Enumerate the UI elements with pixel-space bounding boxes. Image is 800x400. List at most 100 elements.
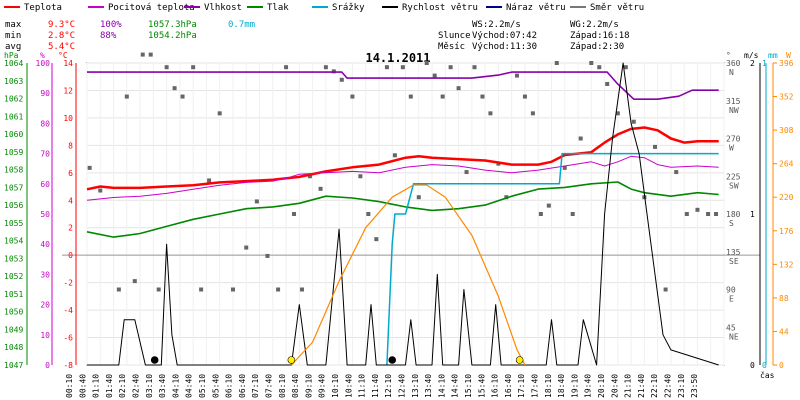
hpa-tick-label: 1054 [4,237,23,246]
wind-direction-point [156,287,161,292]
wind-direction-point [116,287,121,292]
time-tick-label: 23:10 [677,374,686,398]
hpa-tick-label: 1062 [4,95,23,104]
stats-max-temp: 9.3°C [48,20,75,30]
wind-direction-point [472,65,477,70]
time-tick-label: 00:10 [65,374,74,398]
temp-unit: °C [58,51,68,60]
dir-compass-label: SE [729,257,739,266]
wind-direction-point [392,153,397,158]
stats-max-hum: 100% [100,20,122,30]
sun-moon-block: WS:2.2m/s WG:2.2m/s Slunce Východ:07:42 … [438,20,630,52]
wind-direction-point [456,86,461,91]
wind-direction-point [307,174,312,179]
wind-direction-point [339,77,344,82]
time-tick-label: 10:40 [344,374,353,398]
time-tick-label: 09:10 [304,374,313,398]
temp-tick-label: 10 [63,114,73,123]
time-tick-label: 19:10 [570,374,579,398]
hpa-tick-label: 1052 [4,272,23,281]
w-unit: W [786,51,791,60]
time-tick-label: 13:40 [424,374,433,398]
time-tick-label: 08:10 [278,374,287,398]
hum-tick-label: 80 [40,119,50,128]
wind-direction-point [674,170,679,175]
hum-tick-label: 0 [45,361,50,370]
time-tick-label: 06:10 [225,374,234,398]
dir-deg-label: 180 [726,210,741,219]
time-tick-label: 11:10 [358,374,367,398]
moon-label: Měsíc [438,42,465,52]
wind-direction-point [358,174,363,179]
series-lines [86,62,719,366]
wind-speed-text: WS:2.2m/s [472,20,521,30]
hpa-tick-label: 1063 [4,77,23,86]
hum-tick-label: 100 [36,59,51,68]
ms-tick-label: 0 [750,361,755,370]
sunrise-marker [287,356,296,364]
dir-deg-label: 315 [726,97,741,106]
dir-deg-label: 270 [726,135,741,144]
sunrise-text: Východ:07:42 [472,31,537,41]
wind-direction-point [416,195,421,200]
hpa-tick-label: 1055 [4,219,23,228]
wind-direction-point [432,73,437,78]
stats-block: max 9.3°C 100% 1057.3hPa 0.7mm min 2.8°C… [5,20,255,52]
hum-tick-label: 50 [40,210,50,219]
time-tick-label: 20:10 [597,374,606,398]
moonset-text: Západ:2:30 [570,42,624,52]
time-tick-label: 12:10 [384,374,393,398]
wind-direction-point [374,237,379,242]
ms-tick-label: 2 [750,59,755,68]
right-axes: 360N315NW270W225SW180S135SE90E45NE210103… [726,59,794,370]
stats-max-label: max [5,20,22,30]
left-axes: 1064106310621061106010591058105710561055… [4,59,77,370]
wind-direction-point [530,111,535,116]
wind-direction-point [623,65,628,70]
w-tick-label: 88 [779,294,789,303]
wind-direction-point [464,170,469,175]
stats-min-press: 1054.2hPa [148,31,197,41]
time-tick-label: 06:40 [238,374,247,398]
legend-label: Teplota [24,3,62,13]
time-tick-label: 04:10 [171,374,180,398]
temp-tick-label: 14 [63,59,73,68]
dir-deg-label: 225 [726,172,741,181]
time-tick-label: 07:10 [251,374,260,398]
wind-direction-point [276,287,281,292]
wind-direction-point [695,207,700,212]
sunset-marker [515,356,524,364]
series-line [86,126,719,191]
legend-label: Rychlost větru [402,3,478,13]
temp-tick-label: 0 [68,251,73,260]
legend-label: Směr větru [590,3,644,13]
stats-max-press: 1057.3hPa [148,20,197,30]
sun-moon-markers [150,356,524,364]
moonrise-marker [388,356,397,364]
hum-tick-label: 10 [40,331,50,340]
hum-tick-label: 60 [40,180,50,189]
time-tick-label: 13:10 [411,374,420,398]
dir-deg-label: 135 [726,248,741,257]
w-tick-label: 132 [779,260,794,269]
series-line [87,71,719,100]
hpa-tick-label: 1056 [4,201,23,210]
dir-compass-label: NE [729,332,739,341]
temp-tick-label: 6 [68,169,73,178]
wind-direction-point [140,52,145,57]
time-tick-label: 20:40 [610,374,619,398]
wind-direction-point [597,65,602,70]
hpa-tick-label: 1057 [4,183,23,192]
w-tick-label: 0 [779,361,784,370]
time-tick-label: 21:10 [624,374,633,398]
sunset-text: Západ:16:18 [570,31,630,41]
time-tick-label: 04:40 [185,374,194,398]
hpa-tick-label: 1050 [4,308,23,317]
wind-direction-point [366,212,371,216]
temp-tick-label: 2 [68,224,73,233]
hum-tick-label: 70 [40,150,50,159]
hum-tick-label: 40 [40,240,50,249]
wind-direction-point [514,73,519,78]
temp-tick-label: 12 [63,86,73,95]
